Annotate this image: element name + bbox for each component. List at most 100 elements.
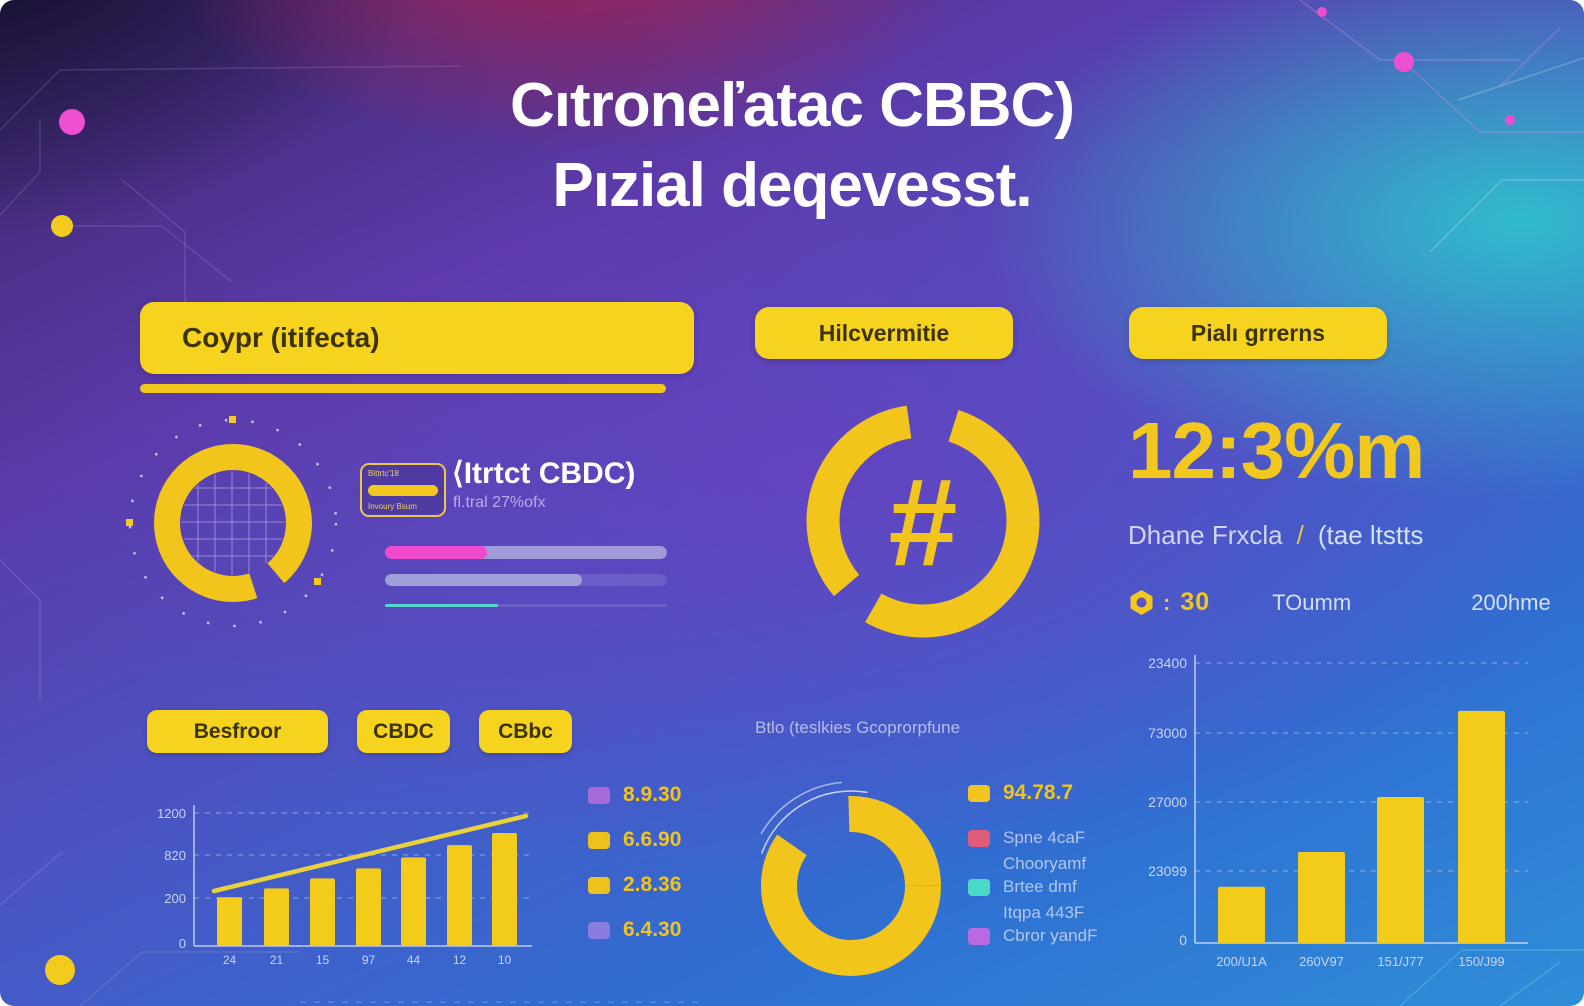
legend-label: Spne 4caF	[1003, 828, 1086, 847]
svg-text:27000: 27000	[1148, 794, 1187, 810]
title-line-1: Cıtroneľatac CBBC)	[510, 71, 1075, 140]
legend-item: Cbror yandF	[968, 926, 1097, 946]
svg-text:15: 15	[316, 953, 330, 967]
bar	[310, 878, 335, 946]
svg-text:200/U1A: 200/U1A	[1216, 954, 1267, 969]
svg-text:21: 21	[270, 953, 284, 967]
button-row: Besfroor CBDC CBbc	[147, 710, 572, 753]
donut-chart-legend: 94.78.7 Spne 4caF Chooryamf Brtee dmf Itqpa …	[968, 781, 1168, 961]
bar	[217, 897, 242, 946]
legend-swatch	[968, 878, 990, 896]
legend-swatch	[968, 829, 990, 847]
legend-label: Itqpa 443F	[1003, 903, 1085, 922]
bar	[1298, 852, 1345, 943]
progress-1-fill	[385, 546, 487, 559]
left-headline: ⟨Itrtct CBDC)	[452, 457, 636, 490]
legend-item: Itqpa 443F	[1003, 903, 1084, 923]
donut-chart	[760, 781, 941, 976]
button-cbbc[interactable]: CBbc	[479, 710, 572, 753]
meta-colon: :	[1163, 589, 1171, 615]
donut-chart-title: Btlo (teslkies Gcoprorpfune	[755, 718, 961, 737]
bar-chart-left: 1200 820 200 0 24 21 15 97 44 12 10	[140, 790, 560, 990]
legend-label: Chooryamf	[1003, 854, 1087, 873]
svg-text:44: 44	[407, 953, 421, 967]
subtitle-right: (tae ltstts	[1317, 520, 1424, 550]
left-subline: fl.tral 27%ofx	[453, 494, 546, 511]
pink-dot	[1394, 52, 1414, 72]
progress-3	[385, 604, 667, 607]
progress-2	[385, 574, 667, 586]
legend-label: 94.78.7	[1003, 781, 1074, 804]
pink-dot	[1505, 115, 1515, 125]
svg-text:820: 820	[164, 848, 186, 863]
progress-1	[385, 546, 667, 559]
bar	[1377, 797, 1424, 943]
svg-text:73000: 73000	[1148, 725, 1187, 741]
legend-item: Spne 4caF	[968, 828, 1085, 848]
bar	[492, 832, 517, 946]
button-cbdc[interactable]: CBDC	[357, 710, 450, 753]
svg-text:23400: 23400	[1148, 655, 1187, 671]
subtitle-divider: /	[1296, 520, 1304, 550]
legend-swatch	[588, 831, 610, 849]
banner-left: Coypr (itifecta)	[140, 302, 694, 374]
bar	[447, 845, 472, 946]
meta-value: 30	[1180, 588, 1211, 616]
legend-item: Chooryamf	[1003, 854, 1086, 874]
svg-text:260V97: 260V97	[1299, 954, 1344, 969]
pink-dot	[1317, 7, 1327, 17]
big-stat: 12:3%m	[1128, 406, 1425, 495]
svg-text:0: 0	[1179, 932, 1187, 948]
svg-text:151/J77: 151/J77	[1377, 954, 1423, 969]
svg-text:0: 0	[179, 936, 186, 951]
banner-right-label: Pialı grrerns	[1190, 319, 1326, 346]
bar	[264, 888, 289, 946]
bar	[1218, 886, 1265, 943]
bar-chart-right: 23400 73000 27000 23099 0 200/U1A 260V97 151/J7…	[1120, 640, 1580, 990]
pink-dot	[59, 109, 85, 135]
right-subtitle: Dhane Frxcla / (tae ltstts	[1128, 520, 1423, 551]
mini-card-badge: Bittrtc'18 Invoury Bsum	[360, 463, 446, 517]
grid-donut-icon	[126, 416, 338, 628]
bar-chart-svg: 23400 73000 27000 23099 0 200/U1A 260V97 151/J7…	[1148, 655, 1528, 969]
banner-left-underline	[140, 384, 666, 393]
legend-swatch	[588, 786, 610, 804]
legend-label: Brtee dmf	[1003, 877, 1077, 896]
legend-item: 2.8.36	[588, 873, 681, 897]
meta-item-3: 200hme	[1471, 589, 1551, 615]
bar-chart-svg: 1200 820 200 0 24 21 15 97 44 12 10	[157, 805, 532, 967]
legend-swatch	[968, 784, 990, 802]
bar-chart-left-legend: 8.9.30 6.6.90 2.8.36 6.4.30	[588, 783, 698, 953]
legend-item: 6.6.90	[588, 828, 681, 852]
yellow-dot	[45, 955, 75, 985]
legend-label: 8.9.30	[623, 783, 682, 806]
title-line-2: Pızial deqevesst.	[552, 151, 1032, 220]
svg-text:97: 97	[362, 953, 376, 967]
svg-text:24: 24	[223, 953, 237, 967]
legend-label: 6.6.90	[623, 828, 682, 851]
progress-2-fill	[385, 574, 583, 586]
banner-middle-label: Hilcvermitie	[818, 319, 950, 346]
svg-text:12: 12	[453, 953, 467, 967]
legend-label: 2.8.36	[623, 873, 682, 896]
legend-item: 6.4.30	[588, 918, 681, 942]
yellow-dot	[51, 215, 73, 237]
progress-3-fill	[385, 604, 498, 607]
page-title: Cıtroneľatac CBBC) Pızial deqevesst.	[0, 66, 1584, 226]
legend-label: 6.4.30	[623, 918, 682, 941]
meta-row: : 30 TOumm 200hme	[1128, 588, 1551, 617]
legend-swatch	[588, 921, 610, 939]
legend-item: 8.9.30	[588, 783, 681, 807]
bar	[1458, 710, 1505, 943]
svg-text:10: 10	[498, 953, 512, 967]
banner-left-label: Coypr (itifecta)	[182, 322, 380, 353]
svg-text:1200: 1200	[157, 806, 186, 821]
banner-middle: Hilcvermitie	[755, 307, 1013, 359]
hash-symbol: #	[889, 454, 958, 592]
legend-swatch	[588, 876, 610, 894]
button-besfroor[interactable]: Besfroor	[147, 710, 328, 753]
badge-bar	[368, 484, 438, 496]
subtitle-left: Dhane Frxcla	[1128, 520, 1283, 550]
